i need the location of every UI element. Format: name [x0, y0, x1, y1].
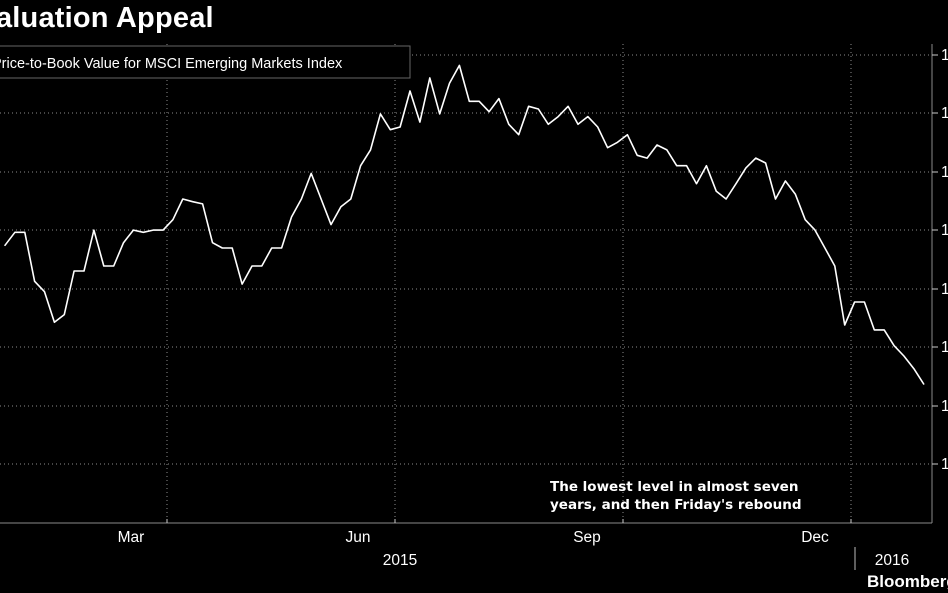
- year-label-2015: 2015: [383, 552, 417, 569]
- y-tick-label-7: 1: [941, 456, 948, 473]
- year-label-2016: 2016: [875, 552, 909, 569]
- y-tick-label-1: 1: [941, 105, 948, 122]
- chart-title: Valuation Appeal: [0, 2, 214, 34]
- annotation-line-1: The lowest level in almost seven: [550, 479, 798, 495]
- x-tick-label-sep: Sep: [573, 529, 601, 546]
- x-axis-ticks: [166, 519, 852, 523]
- annotation-line-2: years, and then Friday's rebound: [550, 497, 802, 513]
- x-tick-label-dec: Dec: [801, 529, 829, 546]
- y-tick-label-6: 1: [941, 398, 948, 415]
- series-line: [4, 64, 925, 385]
- legend-box: [0, 45, 411, 79]
- legend-label: Price-to-Book Value for MSCI Emerging Ma…: [0, 56, 343, 72]
- y-tick-label-2: 1: [941, 164, 948, 181]
- grid-lines: [0, 44, 932, 523]
- x-tick-label-mar: Mar: [118, 529, 145, 546]
- source-label: Bloomberg: [867, 572, 948, 591]
- y-tick-label-5: 1: [941, 339, 948, 356]
- y-axis-ticks: 1 1 1 1 1 1 1 1: [932, 47, 948, 473]
- y-tick-label-4: 1: [941, 281, 948, 298]
- y-tick-label-0: 1: [941, 47, 948, 64]
- y-tick-label-3: 1: [941, 222, 948, 239]
- x-tick-label-jun: Jun: [346, 529, 371, 546]
